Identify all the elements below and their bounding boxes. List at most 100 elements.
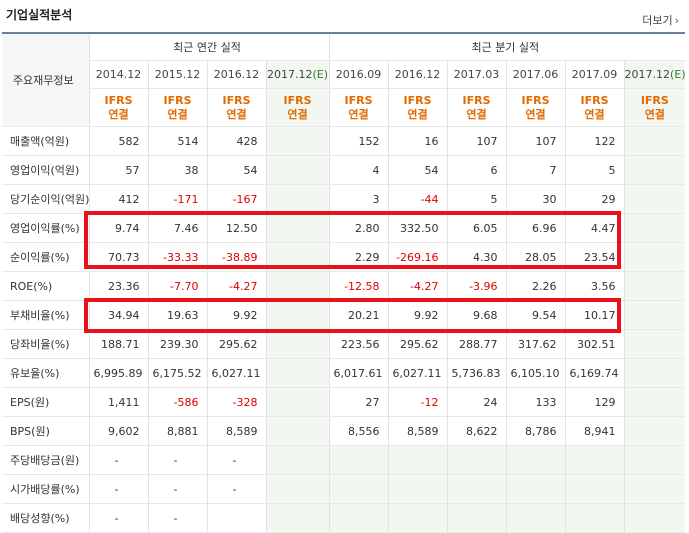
table-cell: 133 — [506, 387, 566, 417]
table-cell — [565, 474, 625, 504]
ifrs-badge-1: IFRS 연결 — [148, 88, 208, 127]
table-cell: 9.92 — [207, 300, 267, 330]
row-label: ROE(%) — [2, 271, 90, 301]
table-cell — [266, 126, 330, 156]
consolidated-label: 연결 — [644, 107, 665, 121]
table-cell: 412 — [89, 184, 149, 214]
table-cell — [624, 271, 686, 301]
table-cell: 6,995.89 — [89, 358, 149, 388]
ifrs-label: IFRS — [403, 93, 432, 107]
table-cell — [266, 184, 330, 214]
period-date: 2014.12 — [95, 68, 142, 81]
period-date: 2017.09 — [571, 68, 618, 81]
ifrs-label: IFRS — [222, 93, 251, 107]
table-cell: 6,105.10 — [506, 358, 566, 388]
table-cell: -33.33 — [148, 242, 208, 272]
table-cell: -44 — [388, 184, 448, 214]
period-date: 2017.03 — [453, 68, 500, 81]
table-cell: - — [89, 445, 149, 475]
ifrs-badge-4: IFRS 연결 — [329, 88, 389, 127]
period-date: 2017.12 — [624, 68, 671, 81]
row-label: 당기순이익(억원) — [2, 184, 90, 214]
row-label: 영업이익(억원) — [2, 155, 90, 185]
table-cell: 24 — [447, 387, 507, 417]
table-cell: - — [148, 503, 208, 533]
table-cell: 8,589 — [388, 416, 448, 446]
table-cell: 27 — [329, 387, 389, 417]
estimate-mark: (E) — [312, 68, 329, 81]
table-row: 유보율(%) 6,995.89 6,175.52 6,027.11 6,017.61 6,… — [2, 358, 686, 388]
table-cell: -269.16 — [388, 242, 448, 272]
ifrs-badge-5: IFRS 연결 — [388, 88, 448, 127]
period-date: 2017.12 — [266, 68, 313, 81]
table-cell: 28.05 — [506, 242, 566, 272]
table-row: EPS(원) 1,411 -586 -328 27 -12 24 133 129 — [2, 387, 686, 417]
table-cell: 8,786 — [506, 416, 566, 446]
table-cell: 107 — [506, 126, 566, 156]
financial-summary-table: 주요재무정보 최근 연간 실적 최근 분기 실적 2014.12 2015.12 2… — [2, 32, 686, 533]
table-row: 매출액(억원) 582 514 428 152 16 107 107 122 — [2, 126, 686, 156]
table-cell: 4 — [329, 155, 389, 185]
table-cell: 5 — [565, 155, 625, 185]
table-cell: 2.26 — [506, 271, 566, 301]
ifrs-label: IFRS — [521, 93, 550, 107]
table-cell: -12.58 — [329, 271, 389, 301]
table-cell — [329, 474, 389, 504]
table-cell — [624, 329, 686, 359]
period-date: 2016.12 — [394, 68, 441, 81]
consolidated-label: 연결 — [466, 107, 487, 121]
estimate-mark: (E) — [670, 68, 686, 81]
table-cell: 2.80 — [329, 213, 389, 243]
consolidated-label: 연결 — [108, 107, 129, 121]
table-cell: 10.17 — [565, 300, 625, 330]
table-cell: - — [89, 474, 149, 504]
table-cell: 6,027.11 — [207, 358, 267, 388]
period-header-5: 2016.12 — [388, 60, 448, 89]
table-cell: 6 — [447, 155, 507, 185]
table-cell — [266, 474, 330, 504]
row-label: EPS(원) — [2, 387, 90, 417]
table-cell — [565, 503, 625, 533]
table-cell — [624, 387, 686, 417]
table-cell: 29 — [565, 184, 625, 214]
table-cell: 9.92 — [388, 300, 448, 330]
table-cell: 514 — [148, 126, 208, 156]
ifrs-label: IFRS — [344, 93, 373, 107]
table-cell — [624, 474, 686, 504]
table-cell — [447, 445, 507, 475]
table-cell: 9,602 — [89, 416, 149, 446]
table-cell: -3.96 — [447, 271, 507, 301]
table-cell: 107 — [447, 126, 507, 156]
table-cell — [565, 445, 625, 475]
table-cell: - — [207, 445, 267, 475]
table-cell — [388, 474, 448, 504]
financial-table-wrap: 주요재무정보 최근 연간 실적 최근 분기 실적 2014.12 2015.12 2… — [2, 32, 686, 533]
table-cell: 302.51 — [565, 329, 625, 359]
table-row: 시가배당률(%) - - - — [2, 474, 686, 504]
row-label: 배당성향(%) — [2, 503, 90, 533]
more-link[interactable]: 더보기 › — [642, 12, 679, 28]
ifrs-badge-9: IFRS 연결 — [624, 88, 686, 127]
table-cell — [624, 242, 686, 272]
table-cell: -7.70 — [148, 271, 208, 301]
table-cell: 188.71 — [89, 329, 149, 359]
table-cell: 317.62 — [506, 329, 566, 359]
row-label: BPS(원) — [2, 416, 90, 446]
table-cell: 4.47 — [565, 213, 625, 243]
table-cell: 4.30 — [447, 242, 507, 272]
table-cell: 7 — [506, 155, 566, 185]
ifrs-badge-6: IFRS 연결 — [447, 88, 507, 127]
table-cell: 23.36 — [89, 271, 149, 301]
table-cell: 152 — [329, 126, 389, 156]
table-cell: 5 — [447, 184, 507, 214]
consolidated-label: 연결 — [584, 107, 605, 121]
consolidated-label: 연결 — [226, 107, 247, 121]
table-row: 당좌비율(%) 188.71 239.30 295.62 223.56 295.62 288… — [2, 329, 686, 359]
section-title: 기업실적분석 — [6, 8, 73, 22]
table-cell: 3.56 — [565, 271, 625, 301]
period-header-9: 2017.12(E) — [624, 60, 686, 89]
table-cell: 295.62 — [388, 329, 448, 359]
table-cell: 428 — [207, 126, 267, 156]
table-cell — [624, 126, 686, 156]
table-cell: 16 — [388, 126, 448, 156]
